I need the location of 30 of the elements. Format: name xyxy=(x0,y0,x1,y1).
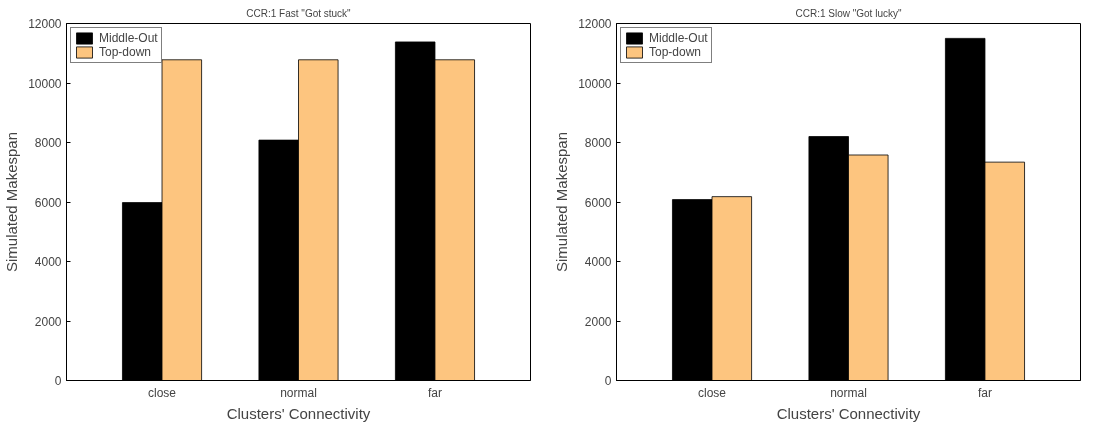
legend-label: Top-down xyxy=(99,45,152,59)
y-tick-label: 6000 xyxy=(584,195,612,210)
y-tick-label: 12000 xyxy=(28,17,62,31)
x-tick-label: far xyxy=(977,385,992,400)
y-tick-label: 2000 xyxy=(34,314,62,329)
y-tick-label: 2000 xyxy=(584,314,612,329)
x-axis-title: Clusters' Connectivity xyxy=(776,404,921,422)
y-tick-label: 10000 xyxy=(28,76,62,91)
x-tick-label: close xyxy=(698,385,727,400)
legend-label: Middle-Out xyxy=(99,31,158,45)
x-tick-label: close xyxy=(148,385,177,400)
x-tick-label: normal xyxy=(280,385,317,400)
y-tick-label: 6000 xyxy=(34,195,62,210)
y-axis-title: Simulated Makespan xyxy=(553,131,571,273)
y-tick-label: 4000 xyxy=(584,255,612,269)
legend-label: Top-down xyxy=(649,45,702,59)
chart-title: CCR:1 Fast "Got stuck" xyxy=(246,7,352,19)
y-tick-label: 10000 xyxy=(578,76,612,91)
chart-title: CCR:1 Slow "Got lucky" xyxy=(795,7,902,19)
x-tick-label: far xyxy=(427,385,442,400)
y-tick-label: 12000 xyxy=(578,17,612,31)
legend-label: Middle-Out xyxy=(649,31,708,45)
y-axis-title: Simulated Makespan xyxy=(3,131,21,273)
y-tick-label: 0 xyxy=(604,374,612,388)
y-tick-label: 0 xyxy=(54,374,62,388)
x-tick-label: normal xyxy=(830,385,867,400)
x-axis-title: Clusters' Connectivity xyxy=(226,404,371,422)
y-tick-label: 8000 xyxy=(584,136,612,150)
y-tick-label: 8000 xyxy=(34,136,62,150)
y-tick-label: 4000 xyxy=(34,255,62,269)
